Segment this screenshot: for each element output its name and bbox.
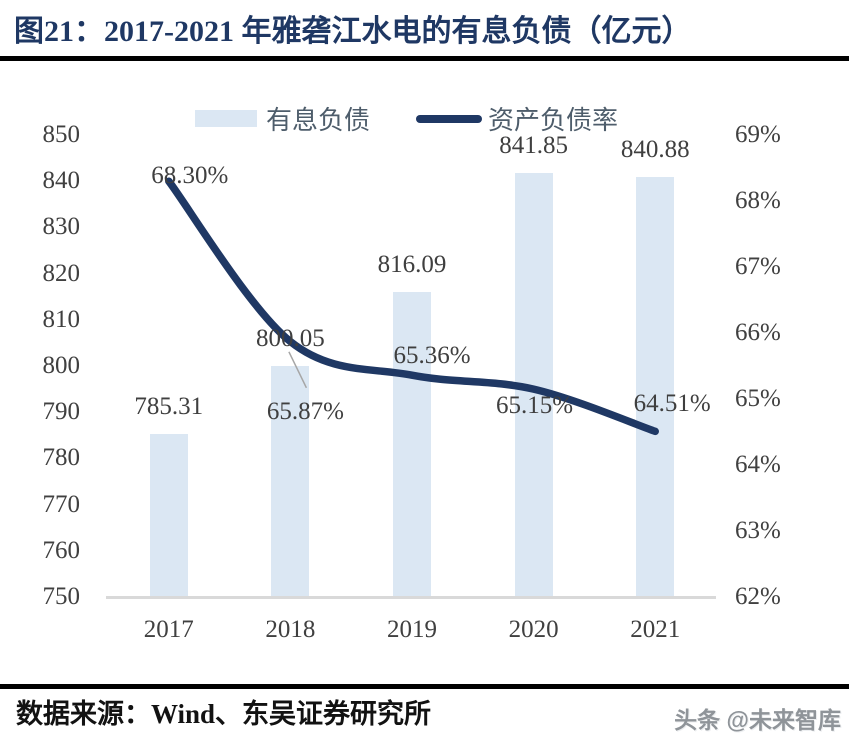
left-axis-tick: 790: [42, 398, 81, 426]
left-axis-tick: 820: [42, 259, 81, 287]
bar-value-label: 840.88: [620, 136, 690, 164]
footer-divider-line: [0, 684, 849, 689]
bar-value-label: 800.05: [256, 324, 325, 352]
bar-series-swatch: [194, 110, 257, 127]
right-axis-tick: 69%: [735, 121, 781, 148]
x-axis-label-2020: 2020: [508, 616, 559, 643]
chart-legend: 有息负债 资产负债率: [0, 100, 831, 137]
left-axis-tick: 830: [42, 213, 81, 241]
left-axis-tick: 800: [42, 352, 81, 379]
line-value-label: 65.36%: [393, 342, 471, 370]
legend-item-bar-series: 有息负债: [194, 100, 370, 137]
line-value-label: 68.30%: [151, 162, 229, 190]
left-axis-tick: 810: [42, 305, 81, 333]
right-axis-tick: 67%: [735, 253, 781, 280]
line-value-label: 64.51%: [633, 390, 711, 418]
left-axis-tick: 780: [42, 444, 81, 472]
bar-value-label: 785.31: [134, 392, 204, 420]
x-axis-label-2021: 2021: [630, 616, 681, 643]
line-value-label: 65.87%: [266, 397, 344, 425]
chart-title: 图21：2017-2021 年雅砻江水电的有息负债（亿元）: [14, 15, 692, 48]
x-axis-line: [106, 596, 716, 599]
line-series-swatch: [416, 114, 482, 123]
title-divider-line: [0, 56, 849, 61]
line-value-label: 65.15%: [496, 392, 574, 420]
right-axis-tick: 62%: [735, 583, 781, 610]
x-axis-label-2018: 2018: [265, 616, 316, 643]
left-axis-tick: 770: [42, 490, 81, 518]
line-series-label: 资产负债率: [488, 106, 619, 135]
bar-value-label: 816.09: [377, 250, 447, 278]
right-axis-tick: 65%: [735, 385, 781, 412]
bar-value-label: 841.85: [499, 131, 568, 159]
left-axis-tick: 840: [42, 167, 81, 195]
data-source: 数据来源：Wind、东吴证券研究所: [16, 699, 432, 729]
x-axis-label-2019: 2019: [387, 616, 437, 643]
bar-series-label: 有息负债: [265, 106, 370, 135]
x-axis-label-2017: 2017: [143, 616, 194, 643]
right-axis-tick: 63%: [735, 517, 781, 544]
watermark: 头条 @未来智库: [674, 707, 841, 733]
left-axis-tick: 760: [42, 536, 81, 564]
right-axis-tick: 68%: [735, 187, 781, 214]
right-axis-tick: 64%: [735, 451, 781, 478]
left-axis-tick: 750: [42, 583, 81, 610]
left-axis-tick: 850: [42, 121, 81, 148]
bar-2017: [149, 433, 188, 597]
legend-item-line-series: 资产负债率: [416, 100, 618, 137]
right-axis-tick: 66%: [735, 319, 781, 346]
